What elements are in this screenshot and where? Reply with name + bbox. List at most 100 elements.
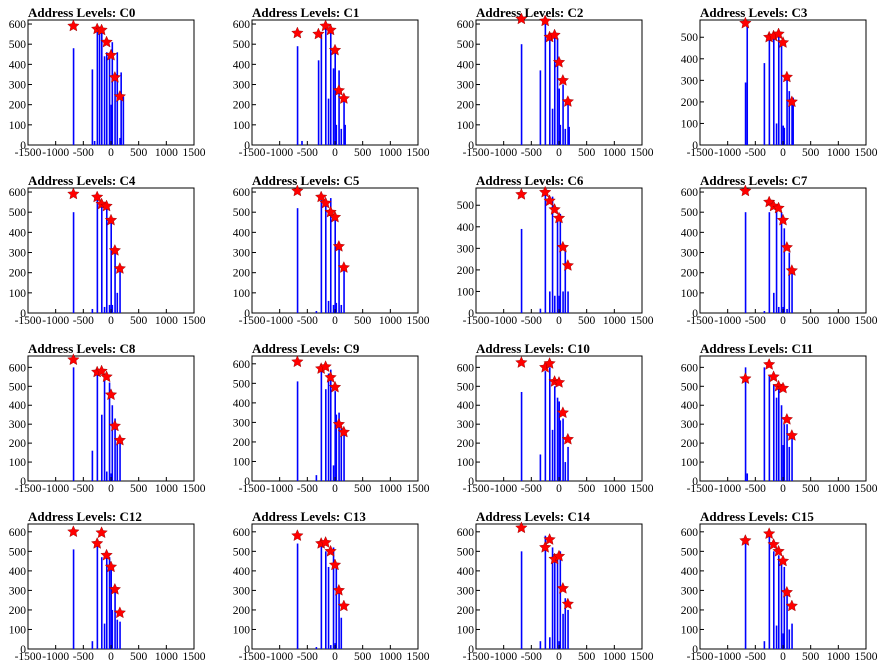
histogram-bin [539, 641, 542, 649]
histogram-bin [783, 566, 786, 649]
histogram-bin [539, 70, 542, 145]
histogram-bin [334, 52, 336, 146]
histogram-bin [746, 473, 749, 481]
histogram-bin [108, 557, 111, 649]
peak-marker [113, 433, 127, 446]
y-tick-label: 300 [9, 585, 27, 597]
peak-marker [785, 264, 799, 276]
peak-marker [561, 432, 575, 445]
peak-marker [780, 240, 794, 253]
x-tick-label: 0 [108, 651, 114, 663]
peak-marker [515, 187, 528, 200]
x-tick-label: -500 [73, 651, 94, 663]
peak-marker [312, 27, 325, 40]
x-tick-label: -1500 [15, 147, 42, 159]
peak-marker [552, 549, 566, 562]
histogram-bin [553, 386, 556, 481]
histogram-bin [791, 435, 793, 481]
histogram-bin [520, 228, 523, 313]
histogram-bin [780, 41, 783, 145]
histogram-bin [296, 46, 299, 145]
y-tick-label: 400 [681, 566, 699, 578]
y-tick-label: 300 [681, 75, 699, 87]
y-tick-label: 600 [681, 187, 699, 199]
histogram-bin [329, 369, 332, 481]
histogram-bin [791, 101, 793, 145]
x-tick-label: 500 [578, 483, 596, 495]
x-tick-label: -1000 [490, 651, 517, 663]
x-tick-label: 500 [130, 483, 148, 495]
histogram-bin [105, 471, 108, 481]
x-tick-label: 500 [354, 651, 372, 663]
histogram-bin [553, 555, 556, 649]
histogram-bin [329, 198, 332, 313]
histogram-panel: Address Levels: C9-1500 -1000 -500 0 500 1000… [233, 341, 430, 495]
histogram-bin [320, 367, 323, 481]
y-tick-label: 600 [233, 359, 251, 371]
histogram-bin [746, 24, 749, 146]
histogram-bin [108, 58, 111, 146]
histogram-bin [72, 549, 75, 649]
histogram-bin [344, 124, 346, 145]
panel-title: Address Levels: C10 [476, 341, 590, 356]
histogram-bin [539, 454, 542, 481]
x-tick-label: 0 [556, 651, 562, 663]
histogram-bin [520, 44, 523, 145]
x-tick-label: 500 [354, 483, 372, 495]
x-tick-label: -500 [745, 651, 766, 663]
histogram-bin [568, 126, 570, 145]
y-tick-label: 200 [457, 265, 475, 277]
histogram-bin [100, 30, 103, 145]
y-tick-label: 600 [233, 187, 251, 199]
x-tick-label: -1500 [687, 483, 714, 495]
peak-marker [104, 388, 118, 401]
histogram-bin [103, 56, 106, 145]
y-tick-label: 100 [9, 120, 27, 132]
peak-marker [67, 353, 80, 366]
histogram-panel: Address Levels: C2-1500 -1000 -500 0 500 1000… [457, 5, 654, 159]
y-tick-label: 500 [233, 207, 251, 219]
plot-frame [251, 523, 419, 650]
x-tick-label: 0 [108, 315, 114, 327]
peak-marker [291, 529, 304, 541]
peak-marker [543, 194, 556, 207]
histogram-bin [564, 462, 567, 481]
panel-title: Address Levels: C6 [476, 173, 584, 188]
x-tick-label: -500 [297, 147, 318, 159]
histogram-bin [329, 32, 332, 145]
y-tick-label: 400 [233, 227, 251, 239]
histogram-bin [98, 30, 101, 145]
y-tick-label: 400 [233, 398, 251, 410]
histogram-panel: Address Levels: C6-1500 -1000 -500 0 500 1000… [457, 173, 654, 327]
histogram-panel: Address Levels: C8-1500 -1000 -500 0 500 1000… [9, 341, 206, 495]
x-tick-label: 1500 [631, 147, 654, 159]
histogram-bin [343, 98, 345, 145]
peak-marker [739, 184, 752, 197]
x-tick-label: 500 [130, 147, 148, 159]
x-tick-label: 1000 [155, 651, 178, 663]
histogram-bin [567, 100, 569, 145]
x-tick-label: -500 [297, 315, 318, 327]
y-tick-label: 600 [9, 362, 27, 374]
peak-marker [780, 412, 794, 425]
peak-marker [556, 73, 570, 86]
peak-marker [291, 184, 304, 197]
histogram-bin [564, 598, 567, 649]
histogram-bin [553, 34, 556, 145]
histogram-bin [780, 212, 783, 313]
histogram-bin [324, 389, 327, 481]
y-tick-label: 100 [681, 624, 699, 636]
histogram-bin [340, 426, 343, 481]
y-tick-label: 0 [692, 644, 698, 656]
x-tick-label: 1000 [827, 483, 850, 495]
x-tick-label: -500 [297, 483, 318, 495]
y-tick-label: 300 [9, 248, 27, 260]
y-tick-label: 300 [233, 585, 251, 597]
x-tick-label: -500 [745, 483, 766, 495]
plot-frame [699, 523, 867, 650]
histogram-bin [320, 34, 323, 145]
histogram-bin [110, 222, 112, 313]
peak-marker [767, 538, 780, 550]
y-tick-label: 100 [681, 457, 699, 469]
x-tick-label: 0 [780, 315, 786, 327]
